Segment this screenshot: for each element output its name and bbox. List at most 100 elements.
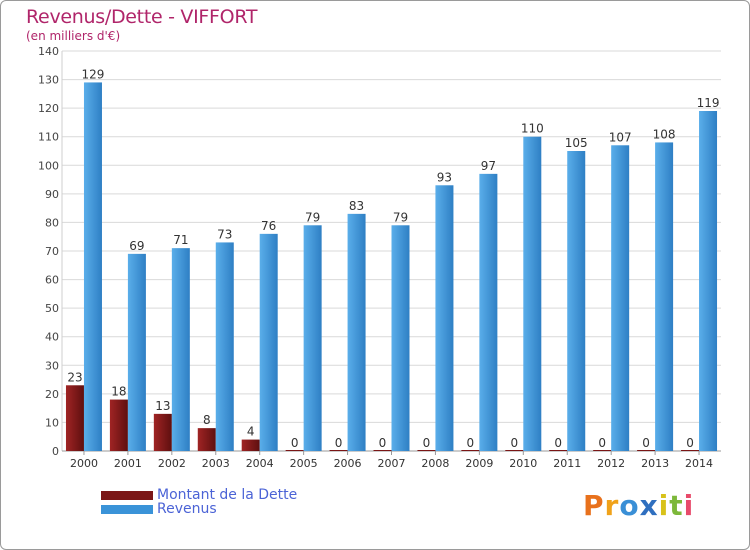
data-label-revenus: 119 <box>697 96 720 110</box>
y-tick-label: 120 <box>38 102 59 115</box>
legend-label-revenus: Revenus <box>157 501 217 517</box>
legend-item-revenus: Revenus <box>101 501 217 517</box>
data-label-dette: 0 <box>423 436 431 450</box>
bar-dette <box>549 450 568 451</box>
x-tick-label: 2014 <box>685 457 713 470</box>
bar-dette <box>329 450 348 451</box>
logo-letter: o <box>619 489 640 522</box>
logo-letter: x <box>639 489 659 522</box>
y-tick-label: 90 <box>45 188 59 201</box>
data-label-revenus: 107 <box>609 130 632 144</box>
x-tick-label: 2004 <box>246 457 274 470</box>
bar-dette <box>197 428 216 451</box>
x-tick-label: 2010 <box>509 457 537 470</box>
data-label-dette: 0 <box>291 436 299 450</box>
bar-revenus <box>523 136 542 451</box>
y-tick-label: 110 <box>38 131 59 144</box>
data-label-dette: 0 <box>467 436 475 450</box>
chart-subtitle: (en milliers d'€) <box>26 29 121 43</box>
bar-revenus <box>171 248 190 451</box>
y-tick-label: 20 <box>45 388 59 401</box>
bar-dette <box>153 413 172 451</box>
x-axis: 2000 2001 2002 2003 2004 2005 2006 2007 2008 2009… <box>70 451 713 470</box>
bar-revenus <box>83 82 102 451</box>
logo-letter: P <box>583 489 605 522</box>
y-tick-label: 10 <box>45 416 59 429</box>
y-tick-label: 40 <box>45 331 59 344</box>
bar-revenus <box>391 225 410 451</box>
data-label-revenus: 73 <box>217 227 232 241</box>
bar-revenus <box>479 173 498 451</box>
data-label-revenus: 105 <box>565 136 588 150</box>
legend-swatch-revenus <box>101 504 153 514</box>
y-tick-label: 130 <box>38 74 59 87</box>
bar-dette <box>241 439 260 451</box>
data-label-revenus: 79 <box>393 210 408 224</box>
data-label-revenus: 71 <box>173 233 188 247</box>
x-tick-label: 2011 <box>553 457 581 470</box>
bar-dette <box>505 450 524 451</box>
data-label-dette: 8 <box>203 413 211 427</box>
bar-dette <box>593 450 612 451</box>
data-label-revenus: 76 <box>261 219 276 233</box>
data-label-dette: 0 <box>686 436 694 450</box>
y-tick-label: 60 <box>45 274 59 287</box>
y-tick-label: 0 <box>52 445 59 458</box>
bar-revenus <box>347 213 366 451</box>
data-label-revenus: 83 <box>349 199 364 213</box>
bar-revenus <box>215 242 234 451</box>
x-tick-label: 2009 <box>465 457 493 470</box>
bar-dette <box>637 450 656 451</box>
legend-swatch-dette <box>101 490 153 500</box>
y-tick-label: 30 <box>45 359 59 372</box>
data-label-dette: 0 <box>379 436 387 450</box>
bar-revenus <box>127 253 146 451</box>
y-tick-label: 80 <box>45 216 59 229</box>
data-label-revenus: 110 <box>521 122 544 136</box>
bar-revenus <box>567 151 586 451</box>
data-label-dette: 0 <box>642 436 650 450</box>
x-tick-label: 2005 <box>290 457 318 470</box>
x-tick-label: 2007 <box>378 457 406 470</box>
bar-dette <box>681 450 700 451</box>
data-label-dette: 0 <box>335 436 343 450</box>
x-tick-label: 2003 <box>202 457 230 470</box>
y-tick-label: 100 <box>38 159 59 172</box>
data-label-revenus: 69 <box>129 239 144 253</box>
y-tick-label: 70 <box>45 245 59 258</box>
x-tick-label: 2001 <box>114 457 142 470</box>
chart-title: Revenus/Dette - VIFFORT <box>26 6 258 28</box>
bar-dette <box>417 450 436 451</box>
data-label-dette: 0 <box>598 436 606 450</box>
bar-revenus <box>611 145 630 452</box>
data-labels: 23 129 18 69 13 71 8 73 4 76 0 79 0 83 0 79 0 93 0 97 0 110 0 1… <box>67 67 719 450</box>
logo-letter: i <box>658 489 670 522</box>
bar-dette <box>109 399 128 451</box>
x-tick-label: 2013 <box>641 457 669 470</box>
bars <box>65 82 718 452</box>
data-label-revenus: 129 <box>82 67 105 81</box>
data-label-revenus: 108 <box>653 127 676 141</box>
bar-dette <box>65 385 84 451</box>
x-tick-label: 2000 <box>70 457 98 470</box>
y-tick-label: 140 <box>38 45 59 58</box>
data-label-dette: 0 <box>510 436 518 450</box>
data-label-dette: 0 <box>554 436 562 450</box>
bar-revenus <box>655 142 674 451</box>
logo-letter: i <box>683 489 695 522</box>
bar-revenus <box>259 233 278 451</box>
bar-revenus <box>699 111 718 451</box>
data-label-dette: 4 <box>247 425 255 439</box>
x-tick-label: 2012 <box>597 457 625 470</box>
x-tick-label: 2008 <box>421 457 449 470</box>
bar-revenus <box>303 225 322 451</box>
bar-revenus <box>435 185 454 452</box>
x-tick-label: 2006 <box>334 457 362 470</box>
data-label-revenus: 93 <box>437 170 452 184</box>
proxiti-logo: Proxiti <box>583 489 694 522</box>
data-label-dette: 23 <box>67 370 82 384</box>
x-tick-label: 2002 <box>158 457 186 470</box>
